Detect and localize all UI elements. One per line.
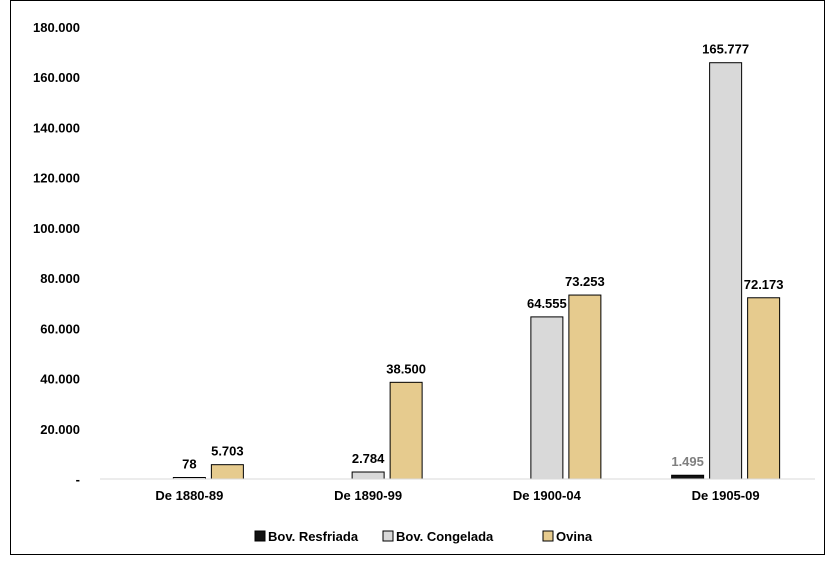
bar xyxy=(210,464,244,480)
legend-swatch xyxy=(542,530,554,542)
legend-label: Bov. Congelada xyxy=(396,529,494,544)
x-axis: De 1880-89 De 1890-99 De 1900-04 De 1905-09 xyxy=(100,478,815,503)
data-label: 64.555 xyxy=(527,296,567,311)
y-axis: - 20.000 40.000 60.000 80.000 100.000 120.000 1… xyxy=(33,20,80,487)
legend-label: Ovina xyxy=(556,529,593,544)
y-tick-label: 60.000 xyxy=(40,321,80,336)
data-label: 38.500 xyxy=(386,361,426,376)
data-label: 165.777 xyxy=(702,42,749,57)
y-tick-label: 120.000 xyxy=(33,171,80,186)
legend-swatch xyxy=(382,530,394,542)
data-label: 1.495 xyxy=(671,454,704,469)
bar xyxy=(351,471,385,480)
bar xyxy=(389,381,423,480)
data-label: 78 xyxy=(182,457,196,472)
y-tick-label: 160.000 xyxy=(33,70,80,85)
bar xyxy=(530,316,564,480)
legend-swatch xyxy=(254,530,266,542)
legend: Bov. Resfriada Bov. Congelada Ovina xyxy=(254,529,593,544)
data-label: 5.703 xyxy=(211,444,244,459)
y-tick-label: 20.000 xyxy=(40,422,80,437)
x-tick-label: De 1880-89 xyxy=(155,488,223,503)
x-tick-label: De 1900-04 xyxy=(513,488,582,503)
x-tick-label: De 1890-99 xyxy=(334,488,402,503)
bar xyxy=(671,474,705,480)
legend-label: Bov. Resfriada xyxy=(268,529,359,544)
y-tick-label: 140.000 xyxy=(33,120,80,135)
data-label: 2.784 xyxy=(352,451,385,466)
bar xyxy=(709,62,743,480)
y-tick-label: 80.000 xyxy=(40,271,80,286)
bar xyxy=(747,297,781,480)
x-tick-label: De 1905-09 xyxy=(692,488,760,503)
y-tick-label: 100.000 xyxy=(33,221,80,236)
data-label: 72.173 xyxy=(744,277,784,292)
data-label: 73.253 xyxy=(565,274,605,289)
y-tick-label: 40.000 xyxy=(40,372,80,387)
y-tick-label: 180.000 xyxy=(33,20,80,35)
bar xyxy=(568,294,602,480)
bars: 78 5.703 2.784 38.500 64.555 73.253 1.495 165.7… xyxy=(172,42,784,480)
y-tick-label: - xyxy=(76,472,80,487)
